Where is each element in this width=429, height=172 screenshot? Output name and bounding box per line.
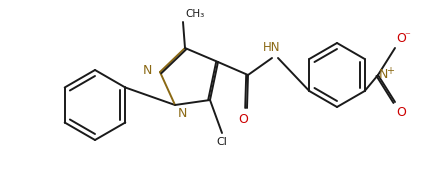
- Text: CH₃: CH₃: [185, 9, 204, 19]
- Text: O: O: [238, 113, 248, 126]
- Text: N: N: [178, 107, 187, 120]
- Text: HN: HN: [263, 41, 281, 54]
- Text: Cl: Cl: [217, 137, 227, 147]
- Text: N: N: [379, 68, 388, 82]
- Text: ⁻: ⁻: [404, 31, 410, 41]
- Text: O: O: [396, 106, 406, 119]
- Text: O: O: [396, 32, 406, 45]
- Text: +: +: [386, 66, 394, 76]
- Text: N: N: [142, 63, 152, 77]
